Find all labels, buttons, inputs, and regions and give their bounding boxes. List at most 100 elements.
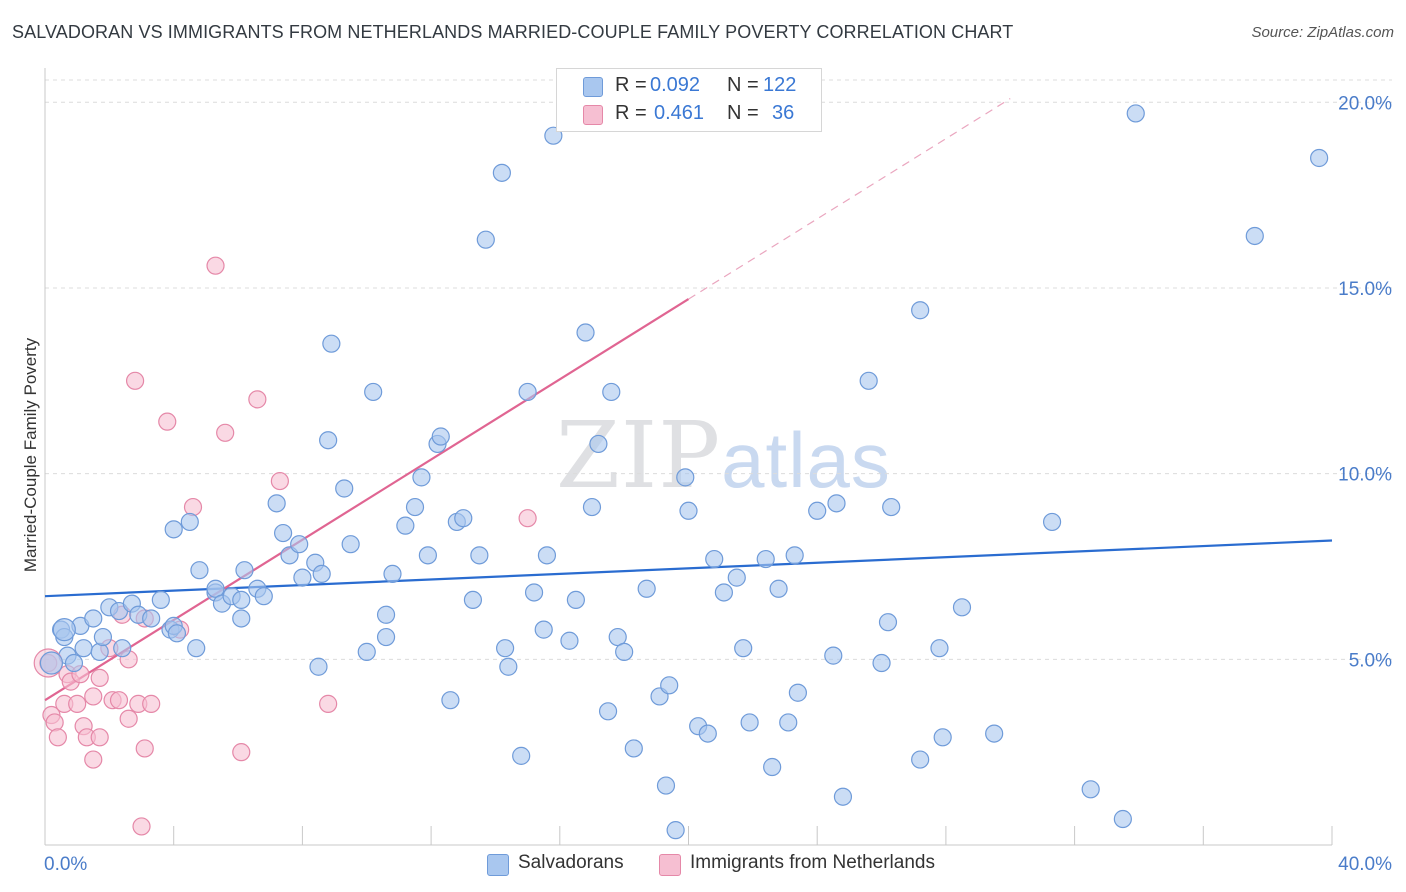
salvadoran-point (364, 382, 383, 402)
salvadoran-point (190, 561, 209, 580)
salvadoran-point (418, 546, 437, 565)
netherlands-point (119, 709, 138, 728)
salvadoran-point (911, 750, 930, 769)
salvadoran-point (151, 590, 170, 610)
bottom-legend-swatch-netherlands (659, 854, 681, 876)
legend-n-value: 36 (772, 102, 795, 124)
salvadoran-point (499, 657, 518, 676)
salvadoran-point (763, 757, 782, 777)
salvadoran-point (1042, 512, 1062, 532)
salvadoran-point (273, 523, 293, 543)
salvadoran-point (113, 639, 132, 658)
salvadoran-point (589, 434, 608, 454)
salvadoran-point (167, 624, 187, 643)
salvadoran-point (512, 746, 531, 765)
bottom-legend-label: Salvadorans (518, 852, 624, 873)
x-tick-label-min: 0.0% (44, 854, 87, 875)
salvadoran-point (824, 646, 843, 665)
salvadoran-point (319, 431, 338, 450)
salvadoran-point (911, 301, 930, 320)
salvadoran-point (335, 479, 354, 498)
legend-n-value: 122 (763, 74, 797, 96)
salvadoran-point (142, 609, 161, 628)
netherlands-point (48, 728, 67, 747)
salvadoran-point (164, 520, 183, 539)
salvadoran-point (582, 497, 602, 517)
netherlands-point (206, 256, 225, 275)
legend-row-netherlands: R = 0.461 N = 36 (557, 100, 821, 128)
salvadoran-point (431, 427, 450, 446)
salvadoran-point (1081, 780, 1100, 799)
salvadoran-point (376, 627, 396, 647)
netherlands-point (84, 750, 103, 769)
salvadoran-point (930, 639, 949, 658)
x-tick-label-max: 40.0% (1338, 854, 1392, 875)
legend-row-salvadorans: R = 0.092 N = 122 (557, 72, 821, 100)
salvadoran-point (235, 561, 254, 580)
salvadoran-point (254, 587, 273, 606)
salvadoran-point (93, 627, 113, 647)
salvadoran-point (290, 535, 309, 554)
y-tick-label: 20.0% (1338, 93, 1392, 114)
salvadoran-point (376, 605, 396, 624)
legend-swatch-salvadorans (583, 77, 603, 97)
data-points (33, 104, 1329, 840)
netherlands-point (248, 390, 267, 409)
salvadoran-point (952, 598, 972, 617)
salvadoran-point (756, 549, 775, 569)
salvadoran-point (576, 323, 595, 342)
correlation-legend: R = 0.092 N = 122 R = 0.461 N = 36 (556, 68, 822, 132)
salvadoran-point (779, 713, 798, 732)
netherlands-point (84, 687, 103, 706)
salvadoran-point (357, 642, 376, 661)
salvadoran-point (788, 683, 807, 702)
salvadoran-point (740, 713, 759, 732)
salvadoran-point (470, 546, 489, 565)
salvadoran-point (656, 776, 676, 795)
legend-r-label: R = (615, 74, 647, 96)
chart-title: SALVADORAN VS IMMIGRANTS FROM NETHERLAND… (12, 22, 1014, 42)
salvadoran-point (679, 501, 698, 520)
salvadoran-point (859, 371, 878, 390)
axes (44, 68, 1333, 846)
watermark-zip: ZIP (556, 402, 722, 509)
salvadoran-point (827, 494, 846, 513)
salvadoran-point (232, 609, 251, 628)
salvadoran-point (637, 579, 656, 598)
legend-r-label: R = (615, 102, 647, 124)
salvadoran-point (714, 583, 733, 602)
salvadoran-point (64, 653, 84, 673)
salvadoran-point (518, 382, 537, 402)
salvadoran-point (74, 639, 93, 658)
legend-n-label: N = (727, 102, 759, 124)
netherlands-point (90, 668, 109, 687)
netherlands-point (125, 371, 145, 390)
netherlands-point (135, 739, 154, 758)
salvadoran-point (615, 642, 634, 661)
y-axis-title: Married-Couple Family Poverty (21, 337, 40, 572)
salvadoran-point (84, 609, 103, 628)
netherlands-point (232, 743, 251, 762)
salvadoran-point (524, 583, 544, 602)
salvadoran-point (309, 657, 328, 676)
legend-r-value: 0.092 (650, 74, 701, 96)
salvadoran-point (785, 546, 804, 565)
netherlands-point (109, 691, 129, 710)
salvadoran-point (1126, 104, 1145, 123)
salvadoran-point (624, 739, 643, 758)
netherlands-point (142, 694, 161, 713)
tick-labels: 5.0% 10.0% 15.0% 20.0% 0.0% 40.0% (44, 93, 1392, 875)
y-tick-label: 15.0% (1338, 279, 1392, 300)
salvadoran-point (187, 639, 206, 658)
netherlands-point (319, 694, 338, 713)
salvadoran-point (566, 590, 585, 610)
watermark: ZIPatlas (556, 402, 891, 509)
y-tick-label: 10.0% (1338, 465, 1392, 486)
salvadoran-point (698, 724, 717, 743)
salvadoran-point (463, 590, 483, 610)
salvadoran-point (808, 501, 827, 520)
salvadoran-point (878, 613, 898, 632)
y-tick-label: 5.0% (1349, 650, 1392, 671)
netherlands-point (90, 728, 109, 747)
netherlands-point (270, 471, 289, 491)
